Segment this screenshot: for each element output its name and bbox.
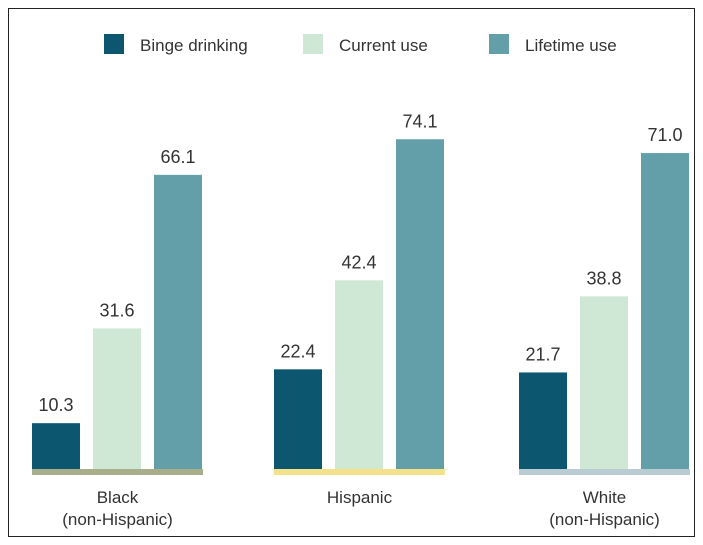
category-label-hispanic-line-1: Hispanic (327, 488, 393, 507)
value-label-binge-drinking-hispanic: 22.4 (280, 341, 315, 361)
baseline-white (519, 469, 690, 475)
value-label-binge-drinking-black: 10.3 (38, 395, 73, 415)
legend: Binge drinking Current use Lifetime use (104, 34, 617, 55)
value-label-lifetime-use-white: 71.0 (647, 125, 682, 145)
baseline-hispanic (274, 469, 445, 475)
grouped-bar-chart: Binge drinking Current use Lifetime use 10… (32, 34, 690, 529)
legend-swatch-current-use (303, 34, 323, 54)
value-labels: 10.3 31.6 66.1 22.4 42.4 74.1 21.7 38.8 71.0 (38, 111, 682, 415)
bar-lifetime-use-hispanic (396, 139, 444, 469)
legend-label-binge-drinking: Binge drinking (140, 36, 248, 55)
category-label-white-line-2: (non-Hispanic) (549, 510, 660, 529)
category-label-white-line-1: White (583, 488, 626, 507)
bar-current-use-hispanic (335, 280, 383, 469)
legend-swatch-lifetime-use (489, 34, 509, 54)
bar-current-use-black (93, 328, 141, 469)
category-label-black-line-2: (non-Hispanic) (62, 510, 173, 529)
bar-binge-drinking-black (32, 423, 80, 469)
category-labels: Black (non-Hispanic) Hispanic White (non-His… (62, 488, 660, 529)
legend-swatch-binge-drinking (104, 34, 124, 54)
bar-binge-drinking-white (519, 372, 567, 469)
value-label-binge-drinking-white: 21.7 (525, 344, 560, 364)
bars (32, 139, 689, 470)
value-label-current-use-white: 38.8 (586, 268, 621, 288)
value-label-current-use-black: 31.6 (99, 300, 134, 320)
bar-current-use-white (580, 296, 628, 469)
bar-lifetime-use-white (641, 153, 689, 470)
legend-label-current-use: Current use (339, 36, 428, 55)
bar-lifetime-use-black (154, 174, 202, 470)
category-label-black-line-1: Black (97, 488, 139, 507)
value-label-current-use-hispanic: 42.4 (341, 252, 376, 272)
category-baselines (32, 469, 690, 475)
legend-label-lifetime-use: Lifetime use (525, 36, 617, 55)
chart-frame: Binge drinking Current use Lifetime use 10… (8, 8, 695, 537)
value-label-lifetime-use-black: 66.1 (160, 147, 195, 167)
bar-binge-drinking-hispanic (274, 369, 322, 469)
baseline-black (32, 469, 203, 475)
value-label-lifetime-use-hispanic: 74.1 (402, 111, 437, 131)
